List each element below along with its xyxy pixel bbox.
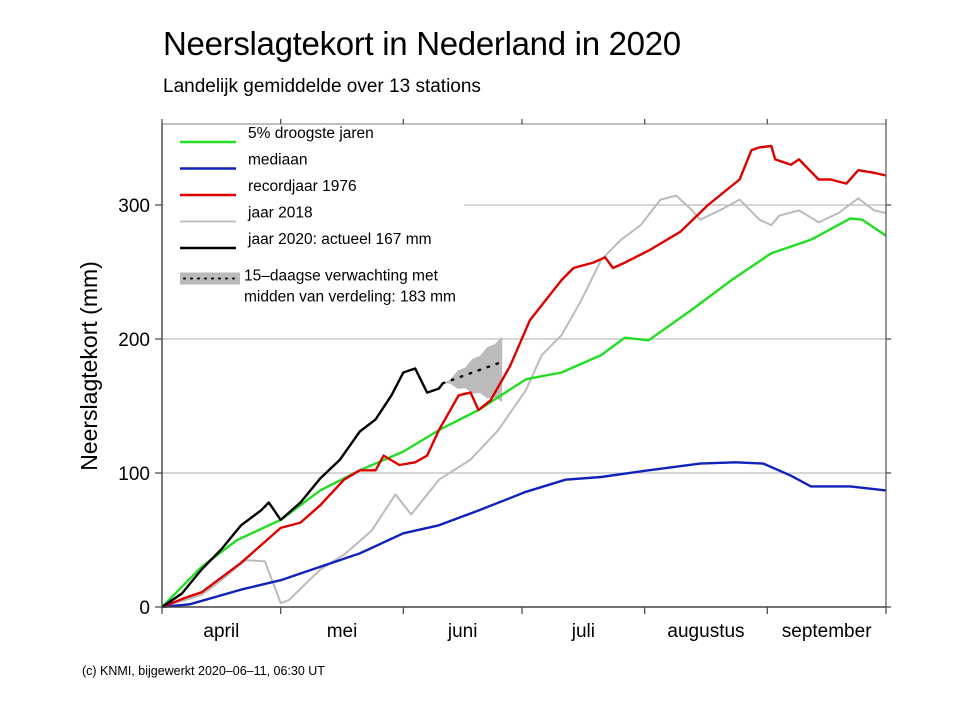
legend-label: 5% droogste jaren [248,125,374,142]
x-tick-label-april: april [203,621,239,642]
x-tick-label-juni: juni [447,621,478,642]
series-line-0 [161,217,887,608]
forecast-median-line [441,360,504,385]
y-tick-label: 100 [118,464,150,485]
legend-label-line2: midden van verdeling: 183 mm [244,289,456,306]
y-axis-title: Neerslagtekort (mm) [76,261,102,471]
forecast-band [442,336,503,402]
x-tick-label-mei: mei [327,621,358,642]
x-tick-label-juli: juli [571,621,595,642]
legend-swatch-forecast [180,272,240,285]
series-line-1 [161,461,887,609]
legend-label: jaar 2020: actueel 167 mm [247,231,432,248]
legend-label: jaar 2018 [247,205,313,222]
y-tick-label: 200 [118,330,150,351]
legend-label: mediaan [248,152,307,169]
x-tick-label-augustus: augustus [667,621,744,642]
legend-background [164,128,464,318]
legend-label: recordjaar 1976 [248,178,357,195]
legend-label: 15–daagse verwachting met [244,268,439,285]
y-tick-label: 0 [139,598,150,619]
series-line-3 [161,194,887,608]
series-group [161,144,887,609]
x-tick-label-september: september [782,621,872,642]
legend: 5% droogste jaren mediaan recordjaar 1976 j… [180,125,456,306]
series-line-2 [161,144,887,609]
series-line-4 [161,367,444,608]
chart-subtitle: Landelijk gemiddelde over 13 stations [163,76,481,97]
axes: 0 100 200 300 april mei juni juli augustus septem… [118,119,891,642]
credit-text: (c) KNMI, bijgewerkt 2020–06–11, 06:30 U… [82,664,325,678]
chart-title: Neerslagtekort in Nederland in 2020 [163,25,681,62]
y-tick-label: 300 [118,196,150,217]
legend-box [164,128,464,318]
